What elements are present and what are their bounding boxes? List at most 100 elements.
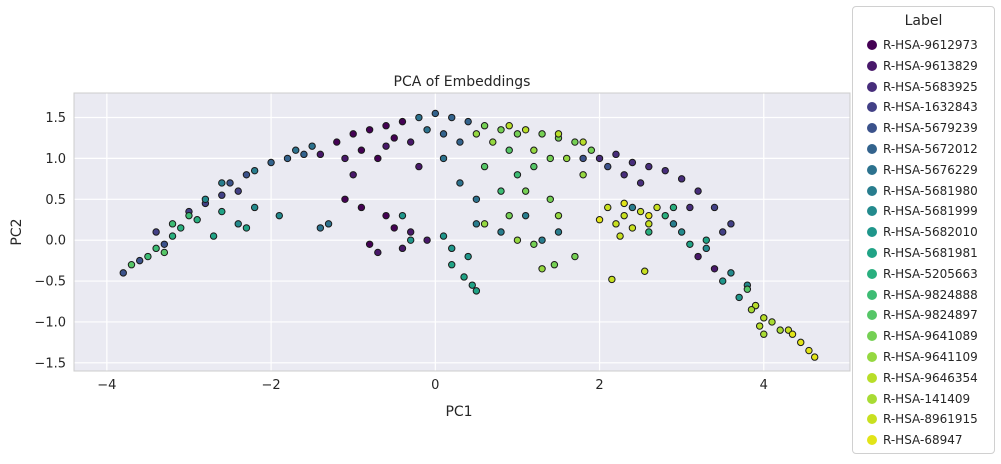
legend-label: R-HSA-5672012 bbox=[883, 142, 978, 156]
scatter-point bbox=[669, 220, 678, 228]
chart-title: PCA of Embeddings bbox=[394, 74, 531, 90]
legend-marker bbox=[867, 206, 877, 217]
scatter-point bbox=[308, 142, 316, 150]
scatter-point bbox=[242, 224, 251, 232]
legend-label: R-HSA-5681999 bbox=[883, 204, 978, 219]
legend-marker bbox=[867, 144, 877, 154]
scatter-point bbox=[595, 216, 604, 224]
legend-marker bbox=[867, 60, 877, 71]
legend-label: R-HSA-5683925 bbox=[883, 79, 978, 94]
legend-label: R-HSA-5205663 bbox=[883, 266, 978, 281]
scatter-point bbox=[464, 117, 472, 126]
scatter-point bbox=[300, 150, 308, 159]
legend-label: R-HSA-9641089 bbox=[883, 329, 978, 344]
legend-label: R-HSA-9612973 bbox=[883, 38, 978, 52]
scatter-point bbox=[382, 142, 390, 150]
legend-entry: R-HSA-9824897 bbox=[867, 305, 978, 325]
legend-entry: R-HSA-5676229 bbox=[867, 160, 978, 180]
scatter-point bbox=[283, 154, 292, 163]
x-tick-label: −4 bbox=[97, 378, 116, 393]
legend-marker bbox=[867, 352, 877, 362]
scatter-point bbox=[616, 232, 624, 240]
scatter-point bbox=[735, 293, 743, 302]
scatter-point bbox=[810, 353, 819, 361]
tick-labels: −4 −2 0 2 4 −1.5 −1.0 −0.5 0.0 0.5 1.0 1.5 bbox=[34, 111, 767, 393]
scatter-point bbox=[316, 150, 325, 159]
scatter-point bbox=[398, 117, 407, 126]
legend-entry: R-HSA-5681980 bbox=[867, 181, 978, 201]
scatter-point bbox=[448, 244, 456, 253]
scatter-point bbox=[743, 285, 752, 293]
y-axis-label: PC2 bbox=[9, 218, 25, 245]
scatter-point bbox=[645, 228, 653, 236]
scatter-point bbox=[747, 305, 756, 314]
scatter-point bbox=[275, 211, 283, 220]
scatter-point bbox=[472, 130, 481, 138]
legend-entry: R-HSA-5682010 bbox=[867, 222, 978, 242]
scatter-point bbox=[513, 236, 522, 244]
scatter-point bbox=[620, 171, 628, 179]
scatter-point bbox=[805, 346, 813, 355]
legend-entry: R-HSA-5679239 bbox=[867, 118, 978, 138]
y-tick-label: −0.5 bbox=[34, 275, 66, 290]
legend-label: R-HSA-8961915 bbox=[883, 412, 978, 427]
scatter-point bbox=[218, 207, 226, 216]
scatter-point bbox=[374, 154, 382, 163]
scatter-point bbox=[645, 220, 653, 228]
scatter-point bbox=[497, 126, 505, 134]
scatter-point bbox=[218, 191, 226, 199]
scatter-point bbox=[579, 138, 587, 146]
scatter-point bbox=[554, 130, 563, 138]
scatter-point bbox=[497, 228, 505, 236]
scatter-point bbox=[382, 122, 390, 130]
legend-entry: R-HSA-141409 bbox=[867, 389, 970, 409]
legend-label: R-HSA-68947 bbox=[883, 433, 963, 448]
scatter-point bbox=[480, 220, 489, 228]
scatter-point bbox=[760, 330, 768, 338]
legend-entry: R-HSA-68947 bbox=[867, 430, 963, 450]
legend-title: Label bbox=[904, 13, 943, 29]
legend-marker bbox=[867, 435, 877, 446]
scatter-point bbox=[677, 175, 686, 183]
legend-label: R-HSA-5681981 bbox=[883, 246, 978, 260]
legend-marker bbox=[867, 123, 877, 134]
scatter-point bbox=[234, 187, 242, 195]
legend-marker bbox=[867, 289, 877, 300]
scatter-point bbox=[505, 122, 513, 130]
scatter-point bbox=[209, 232, 218, 240]
scatter-point bbox=[538, 265, 546, 273]
scatter-point bbox=[374, 248, 382, 257]
scatter-point bbox=[456, 138, 464, 146]
legend-marker bbox=[867, 331, 877, 342]
legend-label: R-HSA-5682010 bbox=[883, 225, 978, 240]
scatter-point bbox=[415, 113, 423, 122]
scatter-point bbox=[669, 203, 678, 212]
scatter-point bbox=[464, 252, 472, 261]
legend-label: R-HSA-9641109 bbox=[883, 350, 978, 364]
scatter-point bbox=[382, 211, 390, 220]
legend-marker bbox=[867, 164, 877, 175]
plot-area bbox=[74, 93, 850, 371]
scatter-point bbox=[439, 232, 448, 240]
scatter-point bbox=[160, 248, 169, 257]
scatter-point bbox=[661, 166, 669, 175]
scatter-point bbox=[341, 154, 349, 163]
scatter-point bbox=[719, 277, 727, 285]
y-tick-label: −1.0 bbox=[34, 315, 66, 330]
scatter-point bbox=[538, 130, 546, 138]
scatter-point bbox=[423, 236, 431, 244]
scatter-point bbox=[755, 322, 764, 330]
scatter-point bbox=[135, 256, 144, 265]
scatter-point bbox=[628, 224, 637, 232]
scatter-point bbox=[349, 130, 357, 138]
scatter-point bbox=[390, 224, 398, 232]
scatter-point bbox=[127, 261, 136, 269]
y-tick-label: −1.5 bbox=[34, 356, 66, 371]
legend-entry: R-HSA-5681981 bbox=[867, 243, 978, 263]
scatter-point bbox=[530, 162, 538, 171]
legend-entry: R-HSA-1632843 bbox=[867, 97, 978, 117]
legend: Label R-HSA-9612973 R-HSA-9613829 R-HSA-56… bbox=[852, 6, 995, 454]
grid-lines bbox=[74, 93, 850, 371]
scatter-point bbox=[521, 126, 530, 134]
